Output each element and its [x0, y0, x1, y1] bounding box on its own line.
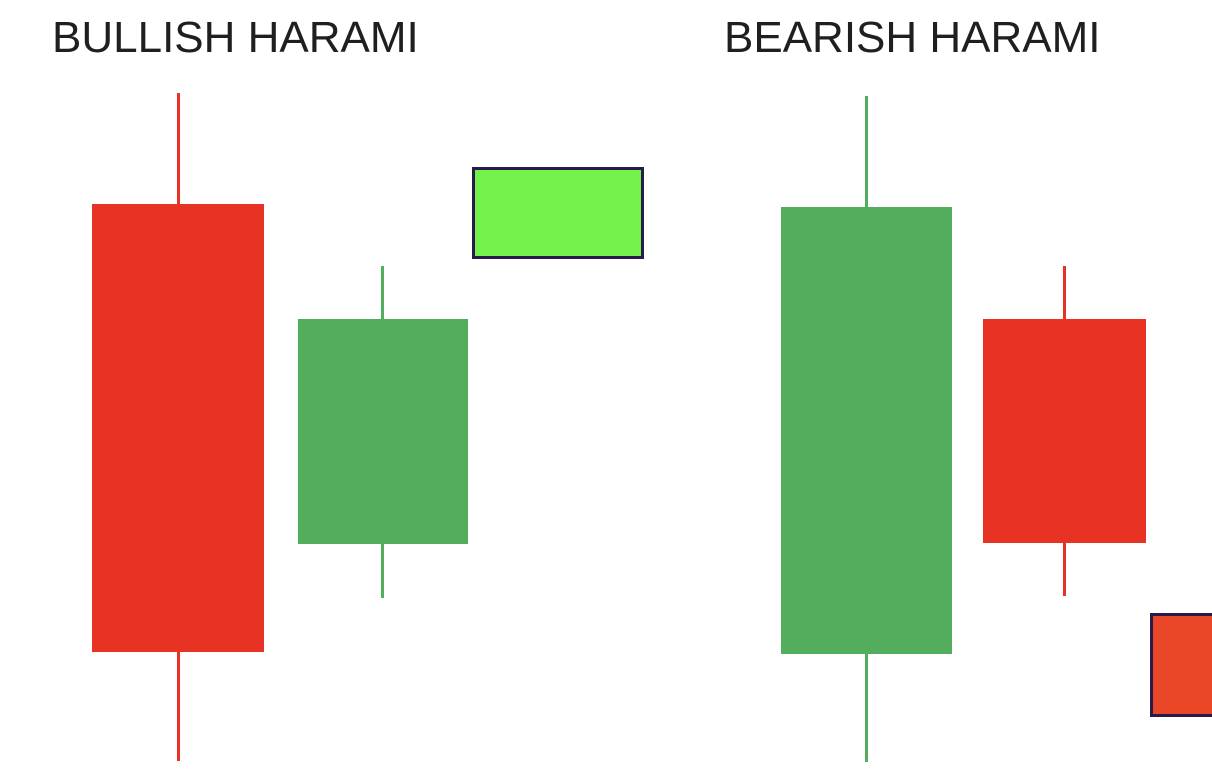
bearish-color-swatch	[1150, 613, 1212, 717]
bullish-harami-title: BULLISH HARAMI	[52, 13, 419, 62]
bearish-harami-candle-1-body	[781, 207, 952, 654]
bearish-harami-candle-2-body	[983, 319, 1146, 543]
bearish-harami-title: BEARISH HARAMI	[724, 13, 1101, 62]
bearish-harami-panel: BEARISH HARAMI	[700, 0, 1212, 774]
bullish-harami-candle-2-body	[298, 319, 468, 544]
bullish-harami-panel: BULLISH HARAMI	[52, 13, 644, 761]
bullish-harami-candle-1-body	[92, 204, 264, 652]
bullish-color-swatch	[472, 167, 644, 259]
